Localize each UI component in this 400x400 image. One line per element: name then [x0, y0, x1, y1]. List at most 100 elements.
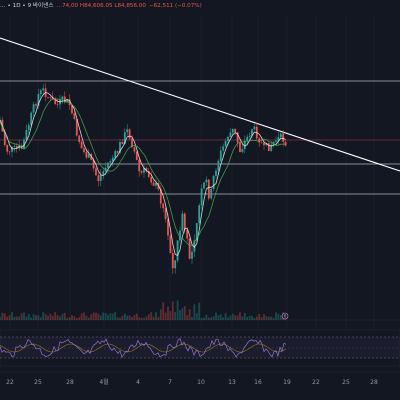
volume-bar — [224, 313, 227, 320]
volume-bar — [25, 316, 28, 320]
volume-bar — [56, 315, 59, 320]
volume-bar — [243, 312, 246, 320]
candle-body — [205, 179, 208, 183]
volume-bar — [263, 314, 265, 320]
volume-bar — [51, 315, 54, 320]
candle-body — [90, 154, 93, 160]
volume-bar — [241, 316, 244, 320]
candle-body — [219, 150, 222, 161]
volume-bar — [85, 315, 88, 320]
candle-body — [243, 140, 246, 149]
volume-bar — [97, 313, 100, 320]
candle-body — [147, 171, 150, 177]
trendline[interactable] — [0, 37, 400, 172]
volume-bar — [107, 314, 109, 320]
volume-bar — [198, 302, 201, 320]
volume-bar — [80, 313, 83, 320]
volume-bar — [159, 309, 162, 320]
volume-bar — [126, 315, 129, 320]
candle-body — [107, 162, 109, 168]
volume-bar — [71, 315, 73, 320]
candle-body — [198, 205, 201, 224]
candle-body — [215, 170, 217, 176]
time-axis[interactable]: 22 25 28 4월 4 7 10 13 16 19 22 25 28 — [6, 378, 378, 386]
volume-bar — [95, 312, 97, 320]
candle-body — [275, 140, 277, 142]
candle-body — [15, 146, 18, 149]
candle-body — [176, 240, 179, 261]
candle-body — [258, 138, 261, 143]
volume-bar — [207, 317, 210, 320]
volume-bar — [275, 312, 277, 320]
volume-bar — [191, 316, 193, 320]
time-axis-label: 13 — [228, 379, 236, 386]
ohlc-values: …74,00 H84,606.05 L84,856.00 — [56, 3, 146, 9]
time-axis-label: 4 — [136, 379, 140, 386]
volume-bar — [164, 312, 167, 320]
candle-body — [121, 142, 124, 144]
candle-body — [13, 146, 16, 147]
volume-bar — [121, 315, 124, 320]
volume-bar — [68, 317, 71, 320]
time-axis-label: 7 — [168, 379, 172, 386]
volume-bar — [116, 316, 119, 320]
volume-bar — [267, 316, 270, 320]
volume-bar — [61, 313, 64, 320]
volume-bar — [54, 312, 57, 320]
volume-bar — [270, 316, 273, 320]
volume-bar — [162, 302, 165, 320]
volume-bar — [87, 317, 90, 320]
volume-bar — [248, 315, 251, 320]
volume-bar — [18, 316, 21, 320]
volume-bar — [227, 317, 229, 320]
symbol-title[interactable]: … ∙ 1D ∙ 9 바이낸스 — [0, 3, 54, 9]
volume-bar — [150, 312, 153, 320]
volume-bar — [171, 301, 174, 320]
volume-bar — [205, 314, 208, 320]
volume-bar — [200, 317, 203, 320]
candle-body — [279, 133, 282, 138]
volume-bar — [145, 316, 148, 320]
volume-bar — [222, 317, 225, 320]
volume-badge[interactable]: 6 — [281, 312, 289, 320]
candle-body — [109, 161, 112, 163]
candle-body — [8, 151, 11, 153]
time-axis-label: 25 — [34, 379, 42, 386]
volume-bar — [279, 314, 282, 320]
volume-bar — [11, 312, 13, 320]
candle-body — [263, 142, 265, 146]
volume-bar — [63, 313, 66, 320]
candle-body — [75, 118, 78, 136]
candle-body — [162, 203, 165, 209]
volume-bar — [109, 313, 112, 320]
volume-bar — [183, 306, 186, 320]
volume-bar — [135, 313, 138, 320]
candle-body — [99, 174, 102, 181]
candle-body — [217, 160, 220, 171]
candle-body — [116, 151, 119, 153]
candle-body — [200, 188, 203, 206]
volume-bar — [140, 317, 143, 320]
candle-body — [248, 135, 251, 137]
volume-bar — [0, 316, 1, 320]
grid — [9, 14, 375, 366]
candle-body — [39, 90, 42, 95]
volume-bar — [49, 313, 52, 320]
time-axis-label: 16 — [254, 379, 262, 386]
ma-fast-line — [0, 91, 286, 257]
volume-bar — [92, 312, 95, 320]
candle-body — [203, 182, 205, 189]
candle-body — [234, 128, 237, 133]
volume-bar — [143, 317, 145, 320]
candle-body — [35, 104, 37, 106]
candle-body — [229, 132, 232, 137]
volume-bar — [265, 316, 268, 320]
volume-bar — [229, 315, 232, 320]
candle-body — [224, 140, 227, 147]
candle-body — [164, 208, 167, 220]
volume-bar — [90, 314, 93, 320]
volume-bar — [111, 313, 114, 320]
volume-bar — [147, 314, 150, 320]
candle-body — [47, 96, 49, 98]
